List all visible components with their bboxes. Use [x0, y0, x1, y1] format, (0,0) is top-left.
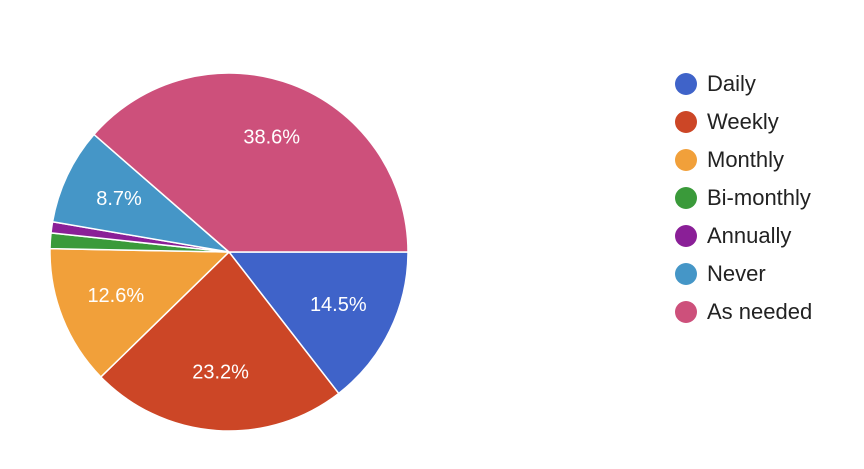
legend-label-monthly: Monthly — [707, 147, 784, 172]
pie-slice-weekly — [99, 250, 340, 432]
legend-item-as-needed: As needed — [675, 299, 812, 324]
pie-slice-never — [51, 133, 232, 254]
legend-label-bi-monthly: Bi-monthly — [707, 185, 811, 210]
pie-slice-daily — [227, 251, 409, 395]
pie-slice-monthly — [49, 247, 231, 379]
legend-label-daily: Daily — [707, 71, 756, 96]
legend-label-never: Never — [707, 261, 766, 286]
slice-label-never: 8.7% — [96, 188, 142, 210]
legend: Daily Weekly Monthly Bi-monthly Annually Neve… — [675, 71, 812, 324]
legend-swatch-daily — [675, 73, 697, 95]
slice-label-monthly: 12.6% — [87, 285, 144, 307]
pie-slices — [49, 72, 409, 432]
pie-slice-as-needed — [92, 72, 409, 253]
slice-label-weekly: 23.2% — [192, 362, 249, 384]
legend-item-annually: Annually — [675, 223, 791, 248]
legend-label-weekly: Weekly — [707, 109, 779, 134]
slice-label-daily: 14.5% — [310, 294, 367, 316]
pie-slice-labels: 14.5% 23.2% 12.6% 8.7% 38.6% — [87, 126, 366, 383]
legend-swatch-bi-monthly — [675, 187, 697, 209]
legend-item-weekly: Weekly — [675, 109, 779, 134]
slice-label-as-needed: 38.6% — [243, 126, 300, 148]
legend-item-monthly: Monthly — [675, 147, 784, 172]
legend-swatch-weekly — [675, 111, 697, 133]
legend-label-as-needed: As needed — [707, 299, 812, 324]
legend-item-bi-monthly: Bi-monthly — [675, 185, 811, 210]
legend-item-never: Never — [675, 261, 766, 286]
legend-swatch-as-needed — [675, 301, 697, 323]
legend-swatch-never — [675, 263, 697, 285]
legend-item-daily: Daily — [675, 71, 756, 96]
legend-label-annually: Annually — [707, 223, 791, 248]
legend-swatch-monthly — [675, 149, 697, 171]
legend-swatch-annually — [675, 225, 697, 247]
